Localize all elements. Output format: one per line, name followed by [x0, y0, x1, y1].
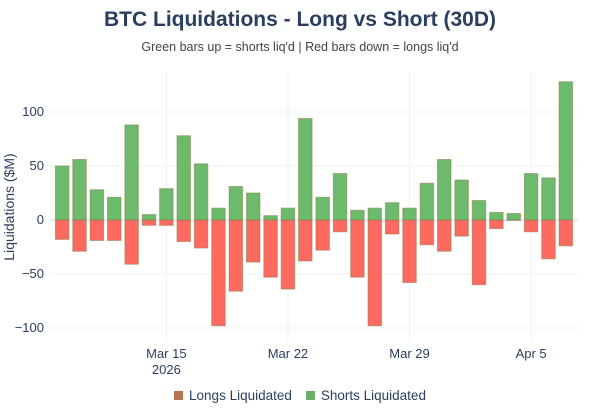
bar-shorts: [211, 207, 226, 221]
bar-shorts: [280, 207, 296, 221]
bar-shorts: [402, 207, 417, 221]
bar-longs: [159, 219, 174, 226]
bar-longs: [124, 219, 139, 265]
bar-longs: [523, 219, 539, 233]
bar-longs: [436, 219, 452, 252]
bar-shorts: [523, 173, 539, 221]
bar-shorts: [228, 185, 244, 221]
bar-longs: [558, 219, 574, 247]
bar-longs: [367, 219, 383, 327]
y-axis-label: Liquidations ($M): [1, 153, 17, 260]
legend-item-longs[interactable]: Longs Liquidated: [174, 388, 292, 403]
bar-shorts: [454, 179, 469, 221]
bar-shorts: [419, 182, 435, 221]
bar-longs: [402, 219, 417, 284]
bar-shorts: [72, 158, 87, 221]
bar-longs: [245, 219, 261, 263]
bar-shorts: [193, 163, 209, 221]
x-tick-label: Mar 15: [146, 346, 186, 361]
legend-item-shorts[interactable]: Shorts Liquidated: [305, 388, 426, 403]
y-tick-label: −100: [15, 320, 44, 335]
bar-longs: [141, 219, 157, 226]
y-tick-label: 100: [22, 104, 44, 119]
x-tick-label: Mar 22: [268, 346, 308, 361]
bar-longs: [211, 219, 226, 327]
bar-shorts: [124, 124, 139, 221]
bar-longs: [263, 219, 278, 278]
bar-shorts: [263, 215, 278, 221]
bar-shorts: [141, 214, 157, 221]
bar-longs: [471, 219, 487, 286]
bar-shorts: [558, 81, 574, 221]
bar-longs: [454, 219, 469, 237]
x-tick-label: Apr 5: [516, 346, 547, 361]
bar-shorts: [159, 188, 174, 221]
bar-longs: [106, 219, 122, 241]
bar-longs: [89, 219, 105, 241]
bar-shorts: [89, 189, 105, 221]
bar-shorts: [298, 117, 313, 221]
bar-shorts: [471, 200, 487, 221]
bar-longs: [332, 219, 348, 233]
bar-longs: [298, 219, 313, 262]
bar-shorts: [176, 135, 192, 221]
x-tick-label: Mar 29: [389, 346, 429, 361]
y-tick-label: 0: [37, 212, 44, 227]
bar-longs: [72, 219, 87, 252]
bar-shorts: [436, 158, 452, 221]
bar-longs: [419, 219, 435, 246]
bar-shorts: [384, 202, 400, 221]
bar-shorts: [541, 177, 556, 221]
bar-longs: [315, 219, 330, 251]
legend: Longs Liquidated Shorts Liquidated: [0, 388, 600, 403]
legend-label-longs: Longs Liquidated: [189, 388, 292, 403]
bar-shorts: [106, 196, 122, 221]
bar-longs: [541, 219, 556, 260]
bar-shorts: [489, 211, 504, 221]
bar-longs: [489, 219, 504, 230]
bar-shorts: [367, 207, 383, 221]
y-tick-label: −50: [22, 266, 44, 281]
bar-shorts: [332, 173, 348, 221]
bar-shorts: [315, 196, 330, 221]
chart-subtitle: Green bars up = shorts liq'd | Red bars …: [141, 40, 459, 54]
y-tick-label: 50: [30, 158, 44, 173]
legend-swatch-longs: [174, 391, 184, 400]
bar-shorts: [506, 212, 522, 221]
legend-label-shorts: Shorts Liquidated: [320, 388, 426, 403]
bar-longs: [228, 219, 244, 292]
bar-shorts: [245, 192, 261, 221]
bar-longs: [350, 219, 365, 278]
bar-shorts: [350, 209, 365, 221]
x-tick-sublabel: 2026: [152, 362, 181, 377]
bar-longs: [384, 219, 400, 235]
bar-shorts: [54, 165, 70, 221]
bar-longs: [176, 219, 192, 243]
bar-longs: [193, 219, 209, 249]
chart-title: BTC Liquidations - Long vs Short (30D): [104, 8, 496, 31]
bar-longs: [54, 219, 70, 240]
bar-longs: [280, 219, 296, 290]
legend-swatch-shorts: [305, 391, 315, 400]
